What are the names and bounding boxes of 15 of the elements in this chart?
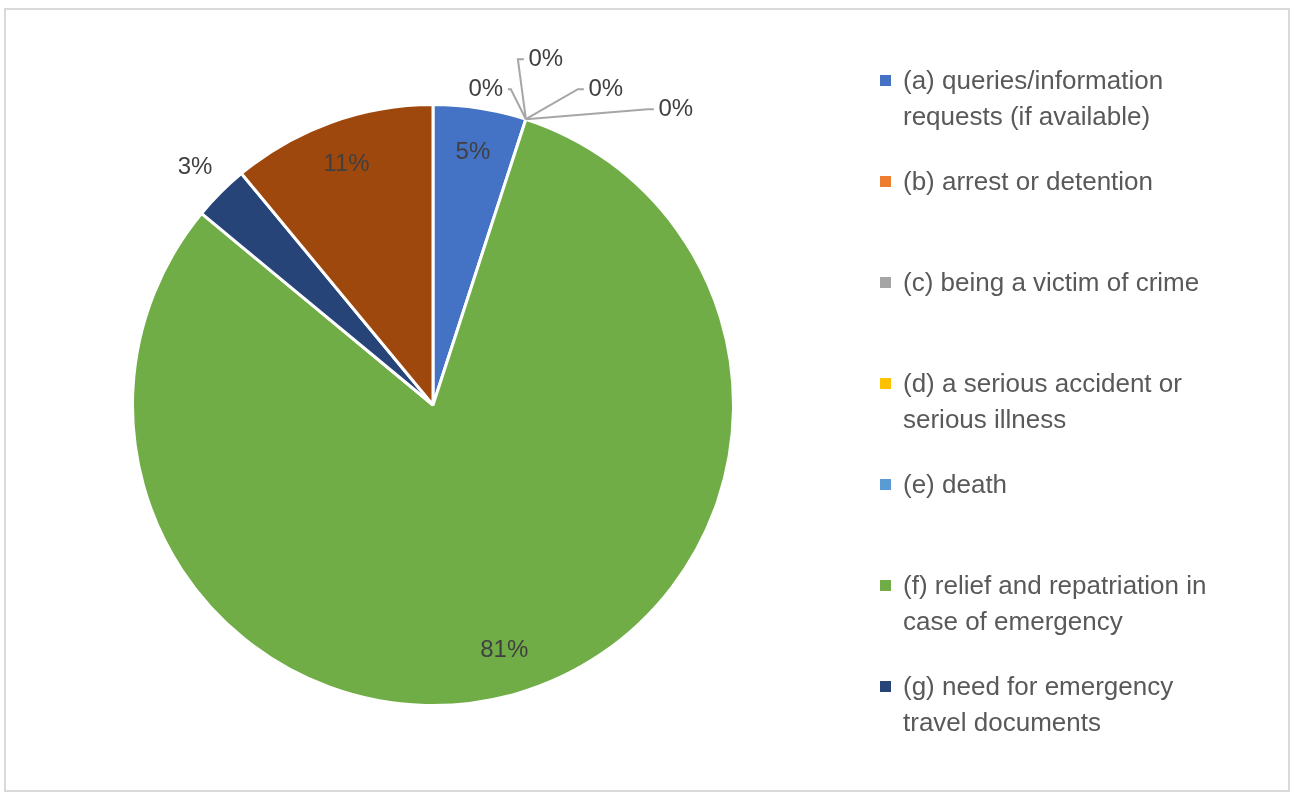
legend-label: (b) arrest or detention: [903, 165, 1154, 198]
legend-label: (e) death: [903, 468, 1008, 501]
data-label: 11%: [323, 149, 370, 177]
legend-label: (d) a serious accident or serious illness: [903, 367, 1183, 436]
text: 0%: [528, 43, 564, 71]
text: 0%: [588, 73, 624, 101]
text: 0%: [658, 93, 694, 121]
data-label: 81%: [480, 634, 529, 662]
legend-label: (g) need for emergency travel documents: [903, 670, 1175, 739]
data-label: 5%: [455, 137, 491, 165]
legend-label: (a) queries/information requests (if available): [903, 64, 1165, 133]
legend-label: (c) being a victim of crime: [903, 266, 1200, 299]
text: 0%: [468, 73, 504, 101]
data-label: 3%: [177, 151, 213, 179]
legend-label: (f) relief and repatriation in case of emergency: [903, 569, 1208, 638]
